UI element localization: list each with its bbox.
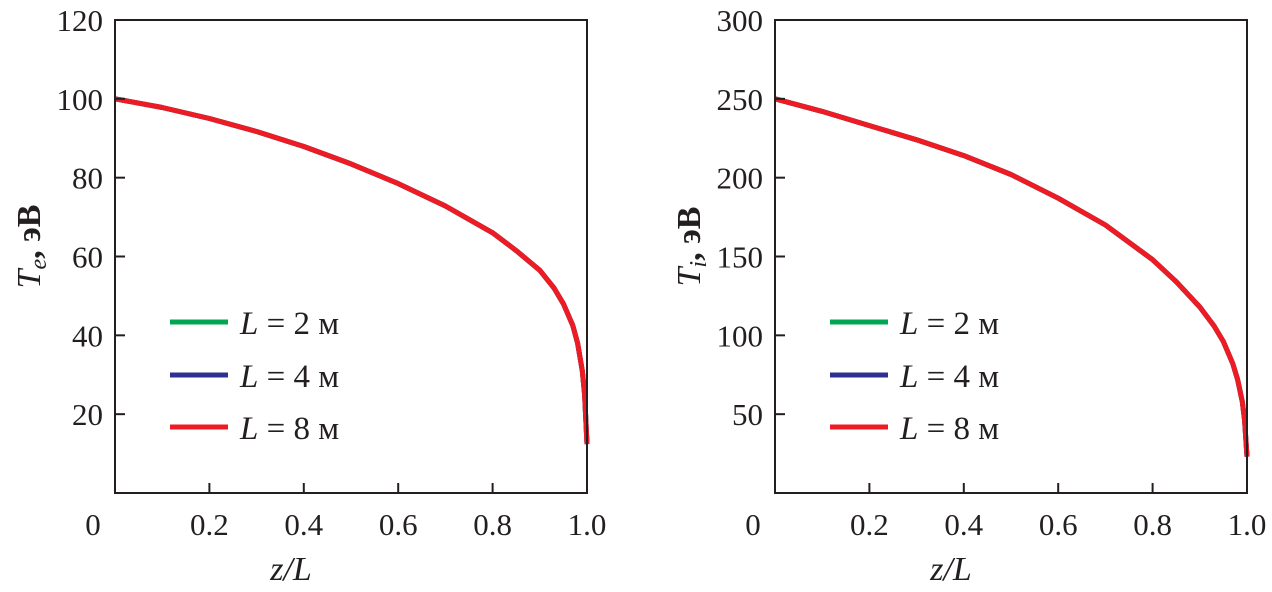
legend-label: L = 2 м bbox=[899, 306, 999, 342]
y-label-subscript: i bbox=[686, 261, 712, 268]
x-tick-label: 0.8 bbox=[473, 507, 512, 542]
x-tick-label: 0.4 bbox=[284, 507, 323, 542]
series-line-3 bbox=[774, 96, 1250, 457]
y-axis-label: Ti, эВ bbox=[671, 207, 712, 287]
plot-frame bbox=[774, 19, 1248, 494]
legend-label: L = 4 м bbox=[899, 359, 999, 395]
y-tick-label: 80 bbox=[72, 161, 103, 196]
legend-label: L = 8 м bbox=[899, 411, 999, 447]
panel-1: 20 40 60 80 100 120 0 0.2 0.4 0.6 0.8 1.0 z/L Te, эВ L… bbox=[11, 3, 606, 588]
y-label-unit: , эВ bbox=[671, 207, 708, 261]
legend-var: L bbox=[899, 411, 918, 447]
x-tick-label: 0.2 bbox=[190, 507, 229, 542]
y-label-symbol: T bbox=[11, 267, 48, 288]
series-line-1 bbox=[774, 96, 1250, 457]
legend-text: = 2 м bbox=[258, 306, 339, 342]
series-line-2 bbox=[114, 96, 590, 445]
y-tick-label: 20 bbox=[72, 397, 103, 432]
y-label-symbol: T bbox=[671, 265, 708, 286]
y-tick-label: 100 bbox=[57, 82, 104, 117]
y-label-unit: , эВ bbox=[11, 205, 48, 259]
y-tick-label: 300 bbox=[717, 3, 764, 38]
legend-var: L bbox=[899, 306, 918, 342]
x-tick-label: 1.0 bbox=[1228, 507, 1267, 542]
y-tick-label: 250 bbox=[717, 82, 764, 117]
series-line-2 bbox=[774, 96, 1250, 457]
legend-label: L = 4 м bbox=[239, 359, 339, 395]
x-tick-label: 0.6 bbox=[379, 507, 418, 542]
legend-text: = 4 м bbox=[258, 359, 339, 395]
x-axis-label: z/L bbox=[929, 551, 972, 588]
legend-text: = 8 м bbox=[918, 411, 999, 447]
y-label-subscript: e bbox=[26, 259, 52, 270]
x-tick-label: 0.4 bbox=[944, 507, 983, 542]
y-tick-label: 40 bbox=[72, 318, 103, 353]
x-tick-label: 0 bbox=[745, 507, 761, 542]
y-axis-label: Te, эВ bbox=[11, 205, 52, 289]
legend-text: = 8 м bbox=[258, 411, 339, 447]
legend-var: L bbox=[239, 411, 258, 447]
legend-label: L = 8 м bbox=[239, 411, 339, 447]
y-tick-label: 150 bbox=[717, 240, 764, 275]
legend-var: L bbox=[239, 306, 258, 342]
y-tick-label: 50 bbox=[732, 397, 763, 432]
y-tick-label: 200 bbox=[717, 161, 764, 196]
series-line-3 bbox=[114, 96, 590, 445]
y-tick-label: 100 bbox=[717, 318, 764, 353]
legend-text: = 2 м bbox=[918, 306, 999, 342]
y-tick-label: 120 bbox=[57, 3, 104, 38]
x-tick-label: 0 bbox=[85, 507, 101, 542]
legend: L = 2 мL = 4 мL = 8 м bbox=[830, 306, 999, 447]
series-line-1 bbox=[114, 96, 590, 445]
plot-frame bbox=[114, 19, 588, 494]
x-tick-label: 0.8 bbox=[1133, 507, 1172, 542]
y-tick-label: 60 bbox=[72, 240, 103, 275]
x-tick-label: 0.2 bbox=[850, 507, 889, 542]
legend-var: L bbox=[239, 359, 258, 395]
x-axis-label: z/L bbox=[269, 551, 312, 588]
legend-label: L = 2 м bbox=[239, 306, 339, 342]
legend-text: = 4 м bbox=[918, 359, 999, 395]
panel-2: 50 100 150 200 250 300 0 0.2 0.4 0.6 0.8 1.0 z/L Ti, … bbox=[671, 3, 1266, 588]
x-tick-label: 0.6 bbox=[1039, 507, 1078, 542]
legend-var: L bbox=[899, 359, 918, 395]
legend: L = 2 мL = 4 мL = 8 м bbox=[170, 306, 339, 447]
x-tick-label: 1.0 bbox=[568, 507, 607, 542]
